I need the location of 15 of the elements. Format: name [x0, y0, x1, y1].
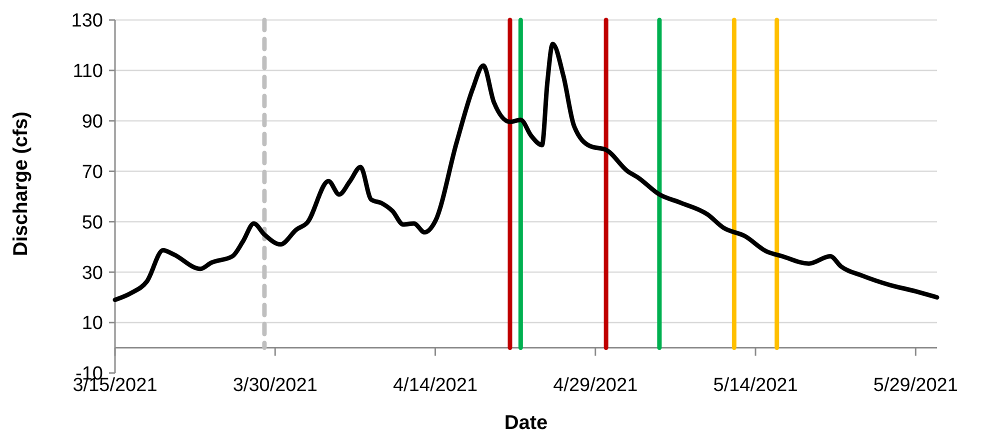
x-tick-label: 3/30/2021	[232, 375, 318, 396]
x-axis-title: Date	[504, 412, 548, 434]
x-tick-label: 5/29/2021	[873, 375, 958, 396]
y-tick-label: 90	[82, 112, 103, 133]
y-tick-label: 30	[82, 262, 103, 284]
line-series	[112, 42, 940, 302]
y-tick-label: 110	[72, 61, 103, 82]
x-tick-label: 5/14/2021	[713, 375, 798, 396]
x-tick-label: 4/14/2021	[392, 375, 478, 396]
y-tick-label: 10	[82, 313, 103, 334]
y-tick-label: 130	[71, 10, 103, 32]
y-tick-label: 70	[82, 162, 103, 183]
y-tick-label: 50	[82, 212, 103, 234]
x-tick-label: 4/29/2021	[553, 375, 638, 396]
y-axis-title: Discharge (cfs)	[10, 112, 32, 256]
